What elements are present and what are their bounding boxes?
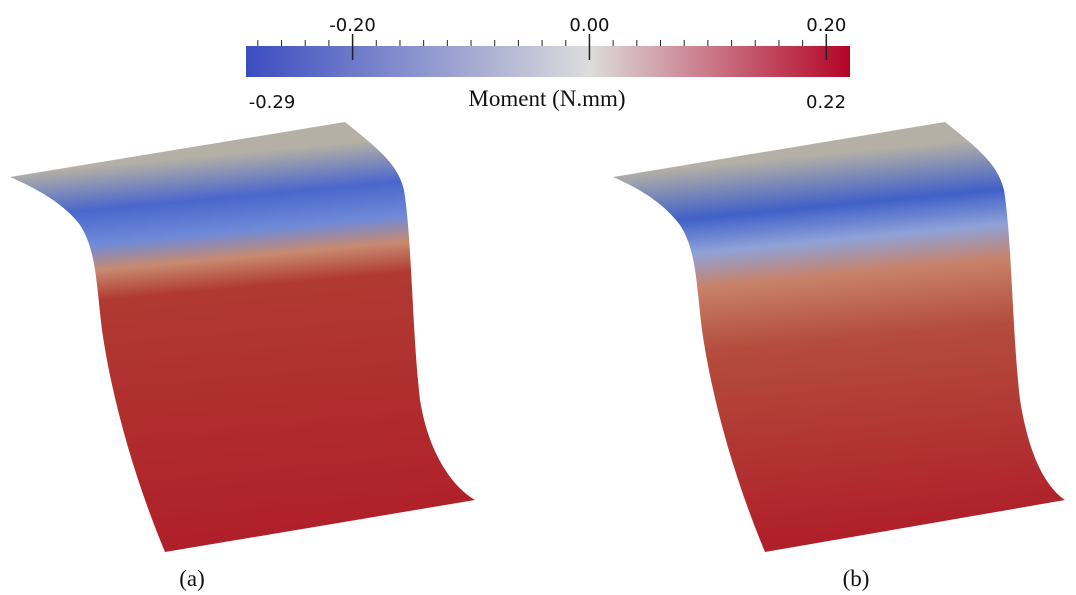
colorbar-max: 0.22 — [806, 92, 846, 113]
surface-a — [10, 122, 475, 552]
surface-b — [613, 122, 1065, 552]
tick-label: 0.00 — [569, 15, 609, 36]
tick-label: 0.20 — [806, 15, 846, 36]
colorbar-min: -0.29 — [249, 92, 296, 113]
colorbar-title: Moment (N.mm) — [468, 86, 625, 111]
panel-label: (b) — [843, 566, 870, 591]
panel-label: (a) — [179, 566, 205, 591]
tick-label: -0.20 — [329, 15, 376, 36]
colorbar-ticks: -0.20 0.00 0.20 — [257, 15, 846, 60]
colorbar — [246, 46, 850, 77]
